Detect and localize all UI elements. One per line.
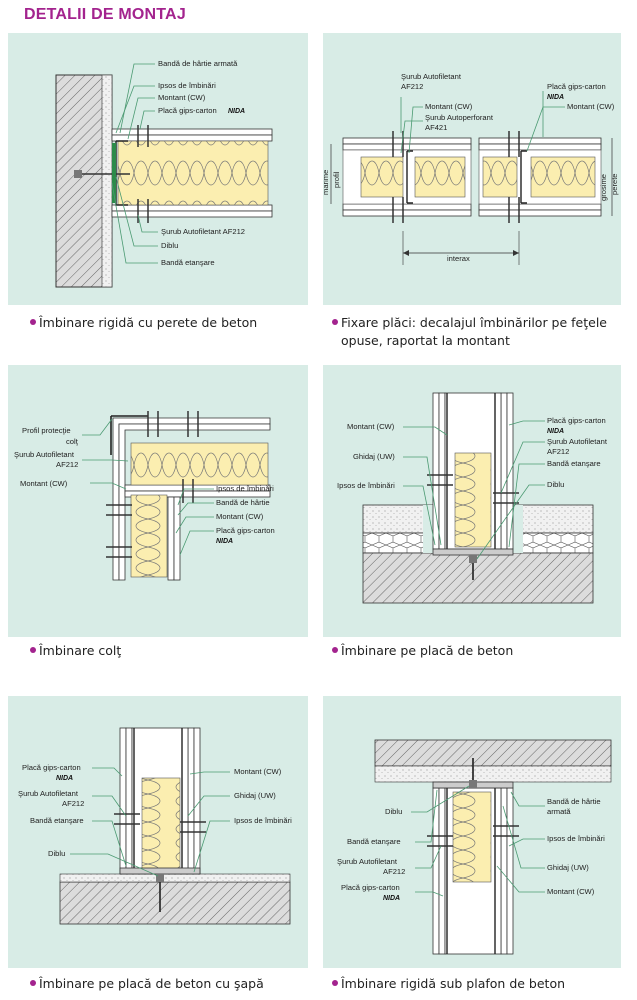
slab-screed-joint-drawing: Placă gips-carton NIDA Şurub Autofiletan… <box>18 727 292 925</box>
label-ipsos: Ipsos de îmbinări <box>547 834 605 843</box>
label-montant-2: Montant (CW) <box>567 102 615 111</box>
label-banda-etansare: Bandă etanşare <box>347 837 401 846</box>
label-montant: Montant (CW) <box>547 887 595 896</box>
svg-text:colţ: colţ <box>66 437 79 446</box>
panel-concrete-slab-joint: Montant (CW) Ghidaj (UW) Ipsos de îmbină… <box>323 365 621 637</box>
nida-logo: NIDA <box>547 94 564 101</box>
label-placa: Placă gips-carton <box>158 106 217 115</box>
label-surub: Şurub Autofiletant <box>547 437 608 446</box>
label-profil: Profil protecţie <box>22 426 71 435</box>
panel-ceiling-joint: Diblu Bandă etanşare Şurub Autofiletant … <box>323 696 621 968</box>
caption-ceiling-joint: Îmbinare rigidă sub plafon de beton <box>332 975 565 993</box>
label-diblu: Diblu <box>161 241 178 250</box>
panel-staggered-boards: Şurub Autofiletant AF212 Montant (CW) Şu… <box>323 33 621 305</box>
label-montant: Montant (CW) <box>234 767 282 776</box>
label-surub: Şurub Autofiletant <box>14 450 75 459</box>
label-surub: Şurub Autofiletant <box>18 789 79 798</box>
label-montant: Montant (CW) <box>425 102 473 111</box>
label-ipsos: Ipsos de îmbinări <box>216 484 274 493</box>
label-montant: Montant (CW) <box>158 93 206 102</box>
label-placa: Placă gips-carton <box>547 82 606 91</box>
page-title: DETALII DE MONTAJ <box>24 6 186 23</box>
label-surub: Şurub Autofiletant <box>401 72 462 81</box>
caption-staggered-boards: Fixare plăci: decalajul îmbinărilor pe f… <box>332 314 632 350</box>
concrete-slab-joint-drawing: Montant (CW) Ghidaj (UW) Ipsos de îmbină… <box>337 392 608 604</box>
nida-logo: NIDA <box>547 428 564 435</box>
svg-text:AF212: AF212 <box>62 799 84 808</box>
nida-logo: NIDA <box>56 775 73 782</box>
label-ipsos: Ipsos de îmbinări <box>158 81 216 90</box>
svg-text:AF421: AF421 <box>425 123 447 132</box>
rigid-wall-joint-drawing: Bandă de hârtie armată Ipsos de îmbinări… <box>55 59 273 288</box>
label-diblu: Diblu <box>48 849 65 858</box>
bullet-icon <box>332 647 338 653</box>
label-diblu: Diblu <box>385 807 402 816</box>
panel-rigid-wall-joint: Bandă de hârtie armată Ipsos de îmbinări… <box>8 33 308 305</box>
caption-concrete-slab-joint: Îmbinare pe placă de beton <box>332 642 513 660</box>
bullet-icon <box>30 980 36 986</box>
label-ghidaj: Ghidaj (UW) <box>234 791 276 800</box>
label-ghidaj: Ghidaj (UW) <box>547 863 589 872</box>
panel-slab-screed-joint: Placă gips-carton NIDA Şurub Autofiletan… <box>8 696 308 968</box>
label-interax: interax <box>447 254 470 263</box>
label-banda-hartie: Bandă de hârtie armată <box>158 59 238 68</box>
bullet-icon <box>30 647 36 653</box>
label-montant: Montant (CW) <box>347 422 395 431</box>
staggered-boards-drawing: Şurub Autofiletant AF212 Montant (CW) Şu… <box>323 72 619 265</box>
nida-logo: NIDA <box>228 108 245 115</box>
nida-logo: NIDA <box>383 895 400 902</box>
label-ipsos: Ipsos de îmbinări <box>337 481 395 490</box>
svg-text:AF212: AF212 <box>547 447 569 456</box>
label-surub: Şurub Autofiletant <box>337 857 398 866</box>
label-placa: Placă gips-carton <box>22 763 81 772</box>
label-placa: Placă gips-carton <box>547 416 606 425</box>
label-grosime: grosime <box>599 174 608 201</box>
corner-joint-drawing: Profil protecţie colţ Şurub Autofiletant… <box>14 411 275 581</box>
label-profil: profil <box>332 171 341 188</box>
caption-slab-screed-joint: Îmbinare pe placă de beton cu şapă <box>30 975 264 993</box>
bullet-icon <box>30 319 36 325</box>
caption-corner-joint: Îmbinare colţ <box>30 642 121 660</box>
label-surub-autoperforant: Şurub Autoperforant <box>425 113 494 122</box>
label-ghidaj: Ghidaj (UW) <box>353 452 395 461</box>
label-placa: Placă gips-carton <box>341 883 400 892</box>
ceiling-joint-drawing: Diblu Bandă etanşare Şurub Autofiletant … <box>337 739 612 955</box>
label-diblu: Diblu <box>547 480 564 489</box>
caption-rigid-wall-joint: Îmbinare rigidă cu perete de beton <box>30 314 257 332</box>
label-ipsos: Ipsos de îmbinări <box>234 816 292 825</box>
svg-text:AF212: AF212 <box>56 460 78 469</box>
label-banda: Bandă de hârtie <box>216 498 270 507</box>
label-montant-2: Montant (CW) <box>216 512 264 521</box>
label-placa: Placă gips-carton <box>216 526 275 535</box>
label-banda-etansare: Bandă etanşare <box>161 258 215 267</box>
label-banda: Bandă etanşare <box>547 459 601 468</box>
label-surub: Şurub Autofiletant AF212 <box>161 227 245 236</box>
label-perete: perete <box>610 173 619 195</box>
svg-text:AF212: AF212 <box>401 82 423 91</box>
panel-corner-joint: Profil protecţie colţ Şurub Autofiletant… <box>8 365 308 637</box>
nida-logo: NIDA <box>216 538 233 545</box>
label-montant: Montant (CW) <box>20 479 68 488</box>
label-marime: marime <box>323 170 330 195</box>
svg-text:armată: armată <box>547 807 571 816</box>
label-banda: Bandă etanşare <box>30 816 84 825</box>
bullet-icon <box>332 980 338 986</box>
label-banda-hartie: Bandă de hârtie <box>547 797 601 806</box>
bullet-icon <box>332 319 338 325</box>
svg-text:AF212: AF212 <box>383 867 405 876</box>
